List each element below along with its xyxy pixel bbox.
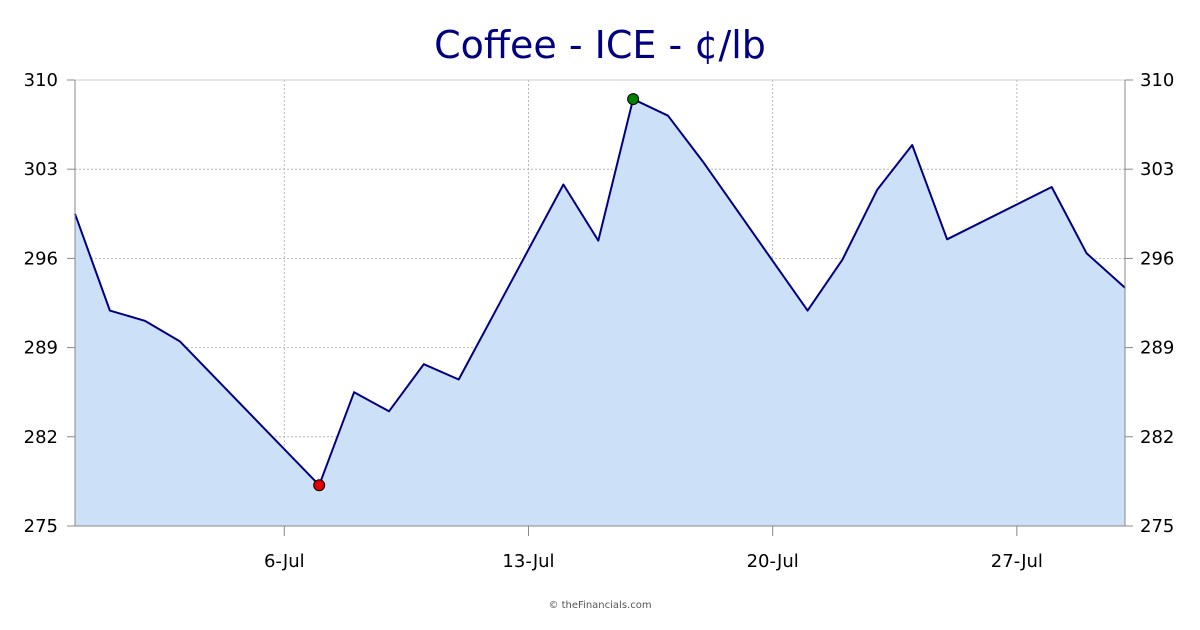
- x-tick-label: 27-Jul: [991, 551, 1043, 572]
- x-tick-label: 6-Jul: [264, 551, 305, 572]
- chart-title: Coffee - ICE - ¢/lb: [434, 23, 766, 67]
- axes: 275 275 282 282 289 289 296 296 303 303 310 310 6-Ju…: [24, 70, 1175, 572]
- credit-text: © theFinancials.com: [548, 600, 651, 611]
- y-tick-label-left: 282: [24, 427, 58, 448]
- y-tick-label-right: 310: [1140, 70, 1174, 91]
- y-tick-label-right: 303: [1140, 159, 1174, 180]
- series-line: [74, 98, 1126, 487]
- area-fill: [75, 99, 1125, 526]
- x-tick-label: 13-Jul: [502, 551, 554, 572]
- y-tick-label-left: 303: [24, 159, 58, 180]
- y-tick-label-left: 289: [24, 338, 58, 359]
- x-tick-label: 20-Jul: [747, 551, 799, 572]
- y-tick-label-right: 275: [1140, 516, 1174, 537]
- y-tick-label-right: 289: [1140, 338, 1174, 359]
- y-tick-label-left: 310: [24, 70, 58, 91]
- y-tick-label-right: 282: [1140, 427, 1174, 448]
- y-tick-label-right: 296: [1140, 248, 1174, 269]
- y-tick-label-left: 275: [24, 516, 58, 537]
- y-tick-label-left: 296: [24, 248, 58, 269]
- low-point-marker: [313, 479, 326, 492]
- high-point-marker: [627, 93, 640, 106]
- markers: [313, 93, 640, 492]
- plot-area: [74, 98, 1126, 526]
